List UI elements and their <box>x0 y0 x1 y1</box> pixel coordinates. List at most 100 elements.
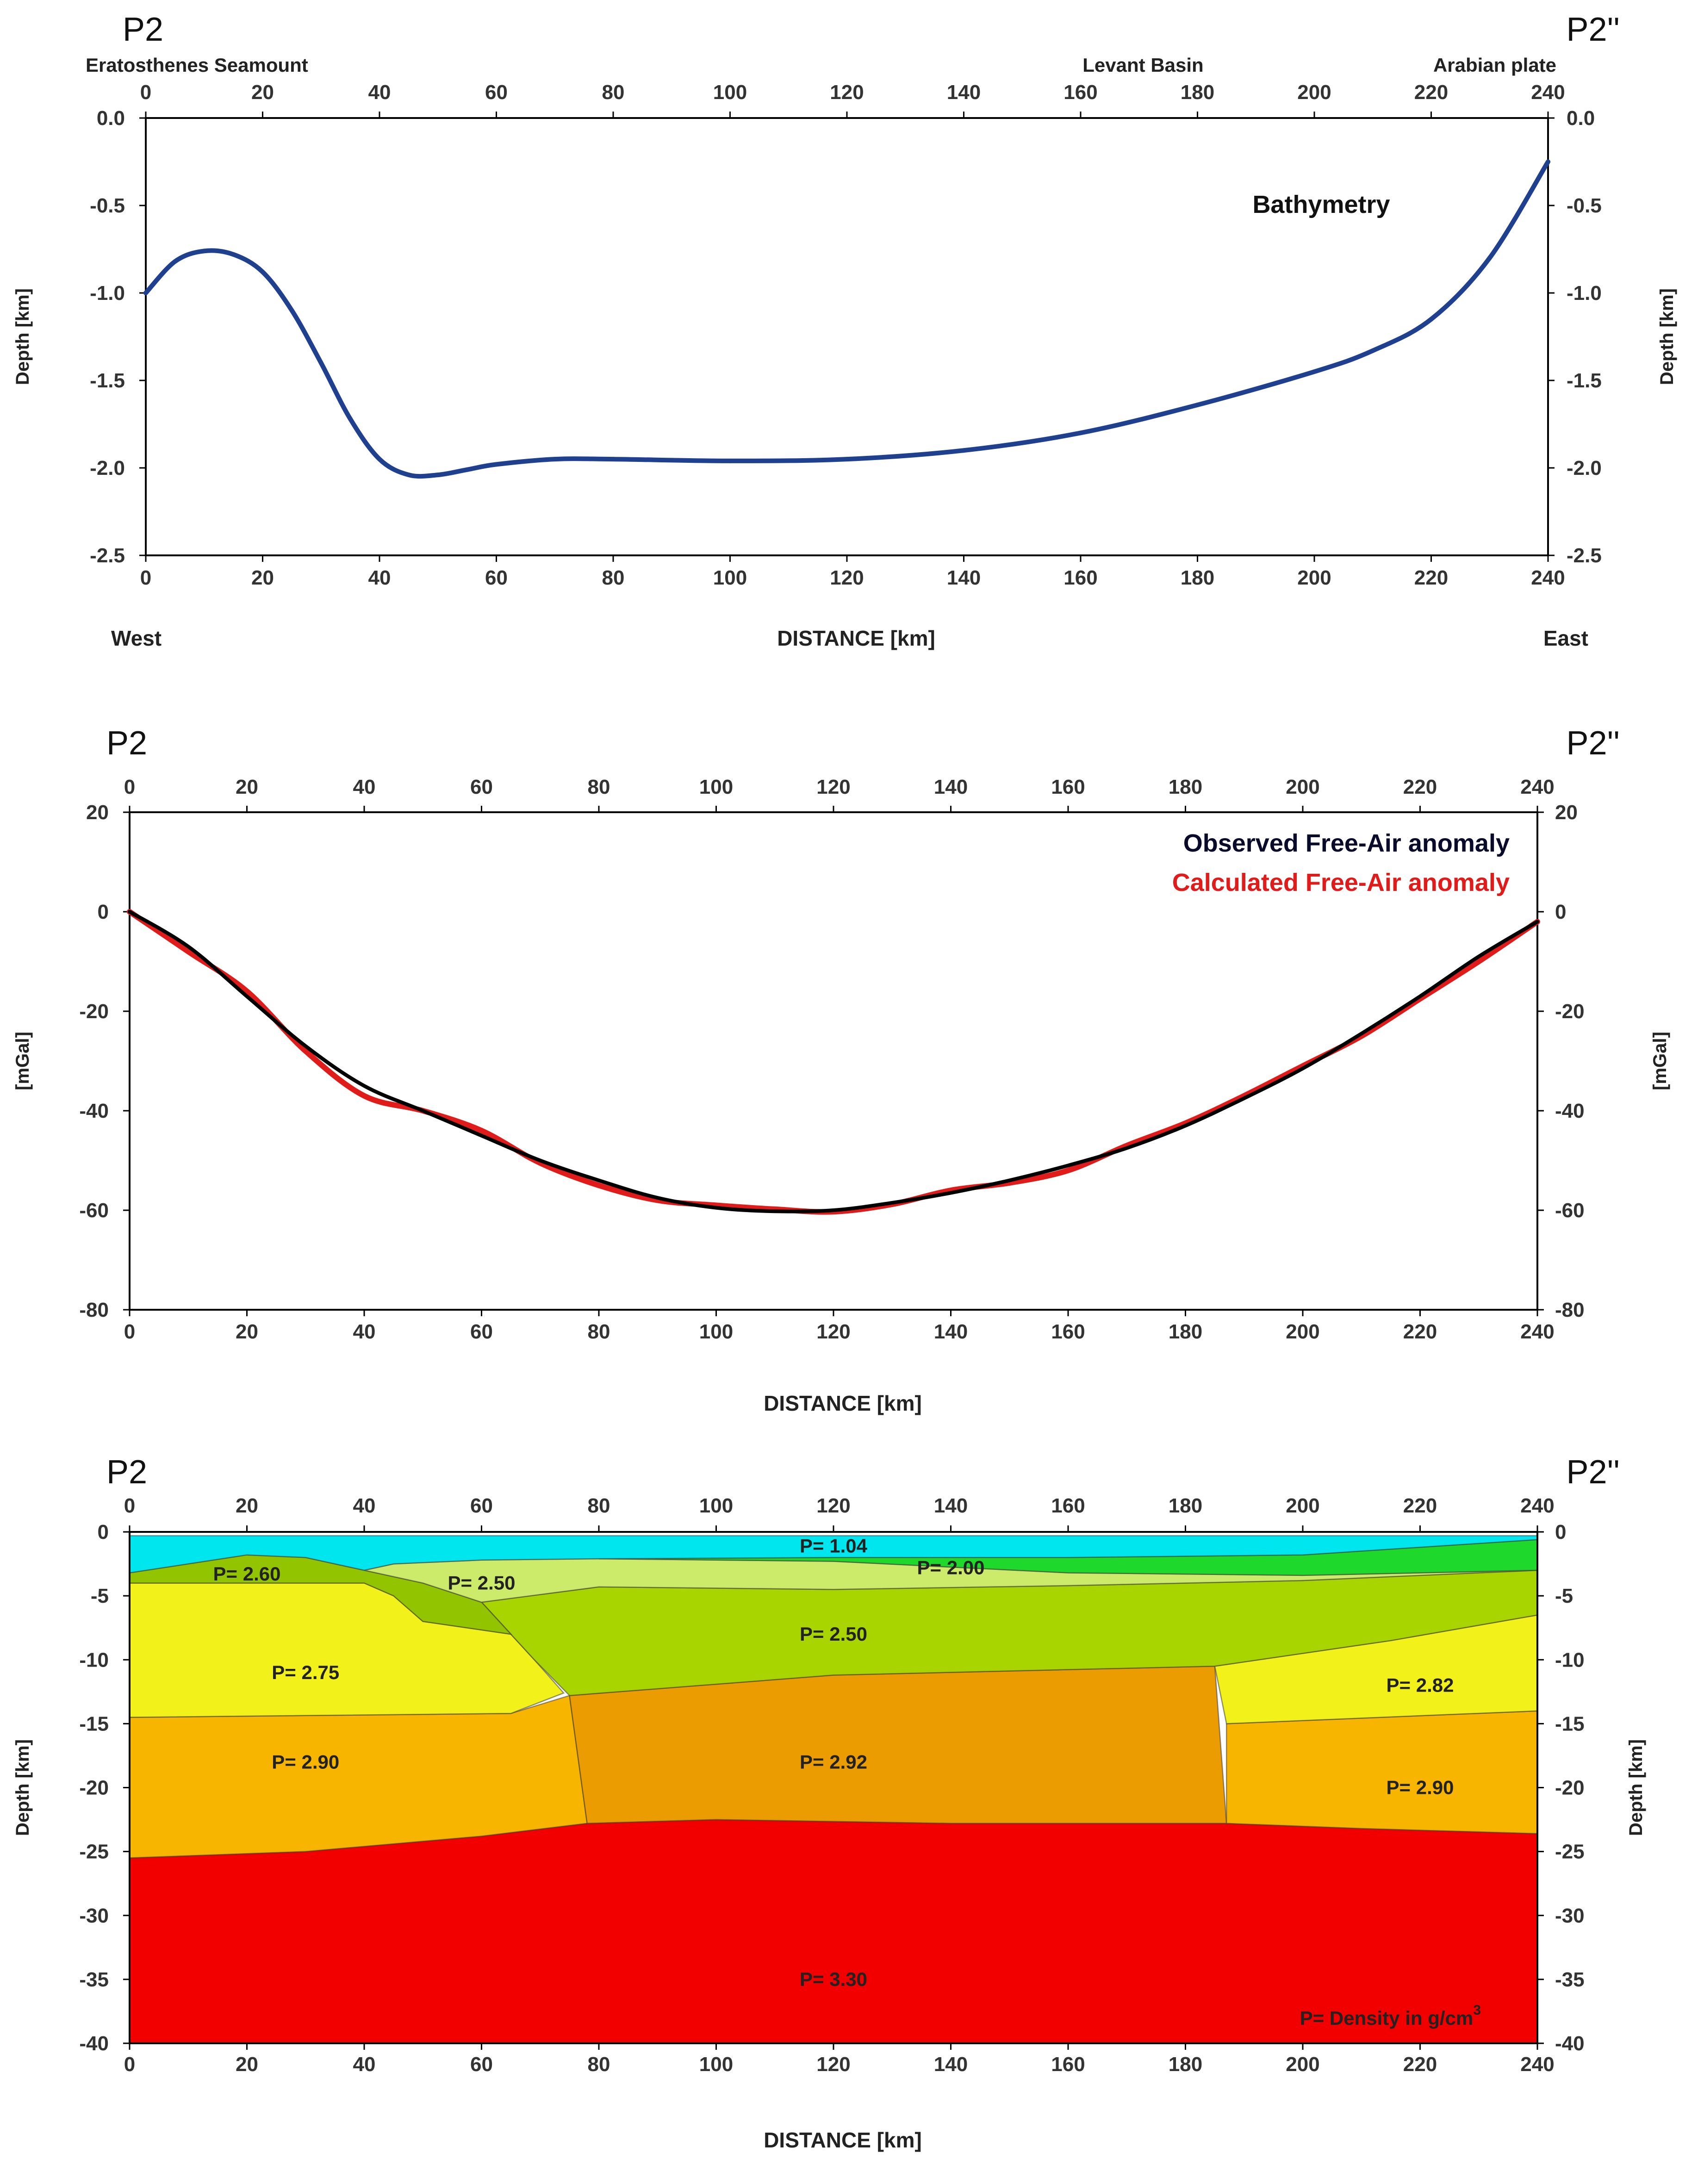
x-tick-label-top: 200 <box>1286 776 1319 798</box>
x-tick-label-top: 0 <box>124 1494 135 1517</box>
x-tick-label-top: 60 <box>470 776 493 798</box>
bathymetry-point <box>845 457 849 462</box>
x-tick-label-top: 200 <box>1286 1494 1319 1517</box>
profile-start-label: P2 <box>106 725 147 762</box>
x-tick-label-bottom: 240 <box>1531 566 1565 589</box>
x-tick-label-bottom: 40 <box>353 1320 376 1343</box>
x-tick-label-top: 140 <box>947 81 981 104</box>
x-tick-label-bottom: 180 <box>1181 566 1214 589</box>
y-tick-label-right: -20 <box>1555 1000 1585 1023</box>
x-tick-label-bottom: 140 <box>934 1320 968 1343</box>
density-label-seamount-sediments: P= 2.60 <box>213 1563 281 1585</box>
y-tick-label-left: -20 <box>79 1000 109 1023</box>
body-water <box>130 1535 1537 1574</box>
y-axis-label-left: Depth [km] <box>12 1739 33 1836</box>
x-tick-label-top: 240 <box>1531 81 1565 104</box>
y-tick-label-right: -5 <box>1555 1585 1573 1607</box>
x-tick-label-top: 20 <box>251 81 274 104</box>
density-label-sediments-shallow: P= 2.50 <box>448 1572 516 1594</box>
x-axis-label: DISTANCE [km] <box>777 626 935 650</box>
location-label: Levant Basin <box>1082 54 1203 76</box>
x-tick-label-top: 40 <box>353 1494 376 1517</box>
x-tick-label-bottom: 100 <box>699 1320 733 1343</box>
y-tick-label-right: -60 <box>1555 1199 1585 1222</box>
y-tick-label-left: 20 <box>86 801 109 824</box>
body-lower-crust-west <box>130 1694 588 1859</box>
y-tick-label-right: -25 <box>1555 1841 1585 1863</box>
y-tick-label-left: -2.5 <box>90 544 125 567</box>
x-tick-label-bottom: 120 <box>816 2053 850 2076</box>
y-tick-label-left: -0.5 <box>90 194 125 217</box>
x-tick-label-top: 240 <box>1520 776 1554 798</box>
profile-start-label: P2 <box>123 11 163 48</box>
profile-end-label: P2'' <box>1566 1454 1620 1491</box>
y-tick-label-left: 0 <box>98 1521 109 1543</box>
x-tick-label-bottom: 100 <box>699 2053 733 2076</box>
x-tick-label-top: 80 <box>588 1494 610 1517</box>
x-tick-label-top: 180 <box>1169 776 1202 798</box>
x-tick-label-top: 200 <box>1297 81 1331 104</box>
bathymetry-point <box>143 291 148 295</box>
density-label-upper-crust-east: P= 2.82 <box>1387 1674 1454 1696</box>
x-axis-label: DISTANCE [km] <box>764 1391 922 1415</box>
y-tick-label-left: -25 <box>79 1841 109 1863</box>
x-axis-left-label: West <box>111 626 162 650</box>
x-tick-label-top: 0 <box>140 81 151 104</box>
density-label-sediments-deep: P= 2.50 <box>800 1623 867 1645</box>
bathymetry-point <box>552 457 557 462</box>
body-oceanic-crust <box>569 1665 1227 1824</box>
x-tick-label-bottom: 180 <box>1169 2053 1202 2076</box>
x-tick-label-bottom: 60 <box>470 2053 493 2076</box>
x-tick-label-bottom: 40 <box>353 2053 376 2076</box>
x-tick-label-bottom: 220 <box>1403 1320 1437 1343</box>
density-legend-note: P= Density in g/cm3 <box>1300 2003 1481 2029</box>
x-tick-label-top: 240 <box>1520 1494 1554 1517</box>
y-axis-label-left: Depth [km] <box>12 288 33 385</box>
y-tick-label-right: -15 <box>1555 1712 1585 1735</box>
x-tick-label-bottom: 160 <box>1051 2053 1085 2076</box>
location-label: Eratosthenes Seamount <box>86 54 308 76</box>
x-tick-label-bottom: 200 <box>1297 566 1331 589</box>
bathymetry-point <box>728 458 733 463</box>
location-label: Arabian plate <box>1433 54 1556 76</box>
x-tick-label-top: 140 <box>934 1494 968 1517</box>
y-tick-label-right: -2.5 <box>1567 544 1602 567</box>
density-label-mantle: P= 3.30 <box>800 1968 867 1990</box>
bathymetry-point <box>377 457 382 462</box>
x-tick-label-bottom: 200 <box>1286 2053 1319 2076</box>
x-tick-label-top: 180 <box>1181 81 1214 104</box>
density-label-upper-crust-west: P= 2.75 <box>272 1661 339 1683</box>
x-tick-label-bottom: 80 <box>602 566 625 589</box>
bathymetry-point <box>1370 348 1375 353</box>
x-tick-label-top: 220 <box>1414 81 1448 104</box>
bathymetry-point <box>1429 317 1434 322</box>
x-tick-label-top: 120 <box>830 81 864 104</box>
x-tick-label-bottom: 0 <box>124 2053 135 2076</box>
bathymetry-point <box>318 361 323 366</box>
x-tick-label-bottom: 200 <box>1286 1320 1319 1343</box>
x-tick-label-top: 80 <box>602 81 625 104</box>
bathymetry-panel: 0 0 20 20 40 40 60 60 80 80 100 100 120 120 140 140 160 1… <box>12 11 1677 650</box>
x-axis-right-label: East <box>1543 626 1588 650</box>
y-axis-label-right: Depth [km] <box>1626 1739 1646 1836</box>
density-label-lower-crust-west: P= 2.90 <box>272 1751 339 1773</box>
x-tick-label-bottom: 20 <box>251 566 274 589</box>
x-tick-label-bottom: 0 <box>140 566 151 589</box>
x-tick-label-bottom: 80 <box>588 2053 610 2076</box>
x-tick-label-top: 20 <box>236 776 258 798</box>
y-tick-label-left: -2.0 <box>90 457 125 479</box>
y-tick-label-right: 0.0 <box>1567 107 1595 130</box>
y-tick-label-right: -80 <box>1555 1299 1585 1321</box>
y-tick-label-right: -2.0 <box>1567 457 1602 479</box>
density-model-panel: P= 3.30 P= 2.90 P= 2.92 P= 2.90 P= 2.75 P= 2.… <box>12 1454 1646 2152</box>
chart-title: Bathymetry <box>1252 191 1390 218</box>
x-tick-label-bottom: 80 <box>588 1320 610 1343</box>
x-tick-label-top: 60 <box>485 81 508 104</box>
y-axis-label-right: [mGal] <box>1650 1032 1670 1090</box>
bathymetry-point <box>435 473 441 478</box>
x-tick-label-top: 80 <box>588 776 610 798</box>
y-tick-label-left: -40 <box>79 1100 109 1122</box>
x-tick-label-bottom: 220 <box>1403 2053 1437 2076</box>
y-tick-label-right: -0.5 <box>1567 194 1602 217</box>
x-tick-label-bottom: 40 <box>368 566 391 589</box>
